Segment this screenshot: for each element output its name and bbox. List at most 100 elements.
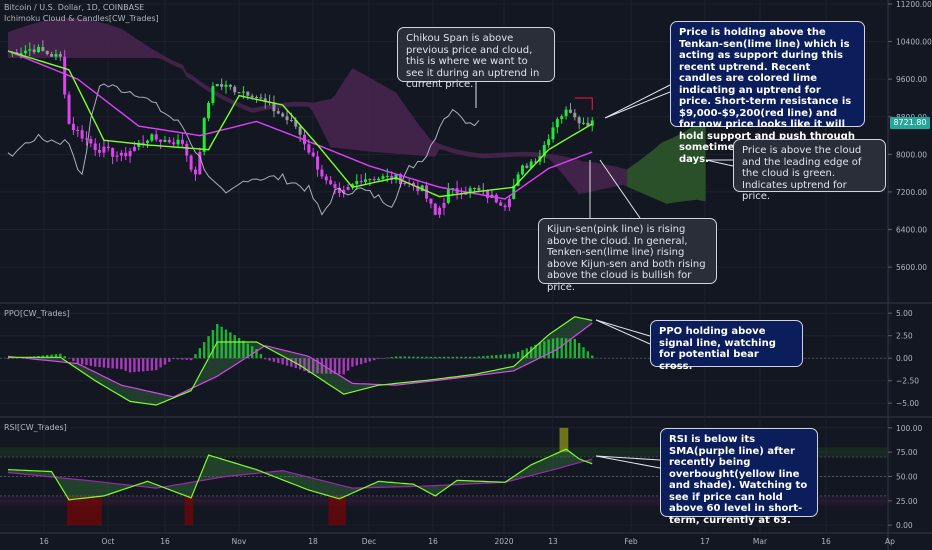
candle-body	[551, 127, 555, 140]
kijun-annotation[interactable]: Kijun-sen(pink line) is rising above the…	[538, 218, 717, 293]
candle-body	[555, 119, 559, 128]
ppo-histogram-bar	[54, 354, 58, 359]
ppo-histogram-bar	[320, 358, 324, 374]
overbought-shade	[563, 427, 569, 453]
ppo-histogram-bar	[429, 356, 433, 359]
tenkan-sen-line	[7, 50, 593, 198]
candle-body	[499, 202, 503, 206]
ppo-histogram-bar	[543, 341, 546, 359]
ppo-histogram-bar	[582, 347, 585, 359]
x-tick-label: 2020	[494, 537, 513, 546]
candle-body	[385, 175, 389, 177]
oversold-shade	[332, 495, 338, 526]
candle-body	[220, 84, 224, 87]
oversold-shade	[79, 495, 85, 526]
ppo-signal-line	[7, 322, 593, 398]
ppo-histogram-bar	[368, 358, 372, 362]
ppo-histogram-bar	[303, 358, 306, 372]
candle-body	[577, 117, 581, 124]
candle-body	[464, 193, 468, 195]
callout-line	[595, 455, 661, 469]
ppo-histogram-bar	[128, 358, 132, 373]
candle-body	[141, 142, 145, 144]
candle-body	[307, 144, 311, 153]
bear-cloud	[8, 18, 628, 195]
ppo-histogram-bar	[434, 356, 437, 359]
x-tick-label: 16	[428, 537, 438, 546]
candle-body	[111, 148, 115, 157]
candle-body	[411, 182, 415, 187]
candle-body	[63, 56, 67, 95]
y-tick-label: 9600.00	[896, 75, 927, 84]
oversold-shade	[88, 495, 94, 526]
ppo-histogram-bar	[203, 342, 206, 359]
candle-body	[45, 51, 49, 55]
ppo-histogram-bar	[246, 343, 249, 359]
y-tick-label: 8000.00	[896, 150, 927, 159]
ppo-annotation[interactable]: PPO holding above signal line, watching …	[650, 320, 803, 372]
rsi-annotation[interactable]: RSI is below its SMA(purple line) after …	[660, 428, 818, 526]
candle-body	[211, 86, 215, 103]
candle-body	[150, 134, 154, 141]
candle-body	[425, 185, 429, 199]
candle-body	[172, 142, 176, 145]
ppo-histogram-bar	[168, 358, 171, 362]
candle-body	[19, 53, 23, 56]
ppo-histogram-bar	[473, 356, 476, 359]
ppo-histogram-bar	[377, 358, 380, 359]
candle-body	[416, 186, 420, 192]
ppo-histogram-bar	[495, 355, 498, 359]
candle-body	[255, 97, 259, 99]
ppo-histogram-bar	[224, 329, 228, 359]
oversold-shade	[97, 495, 102, 526]
ppo-histogram-bar	[111, 358, 114, 369]
ppo-histogram-bar	[268, 358, 271, 361]
bull-cloud	[627, 117, 706, 204]
ppo-histogram-bar	[290, 358, 293, 367]
y-tick-label: 25.00	[896, 497, 918, 506]
y-tick-label: 0.00	[896, 354, 913, 363]
ppo-histogram-bar	[264, 358, 267, 360]
candle-body	[137, 142, 141, 147]
candle-body	[568, 109, 572, 113]
ppo-histogram-bar	[342, 358, 345, 375]
ppo-histogram-bar	[59, 353, 62, 359]
ppo-histogram-bar	[394, 356, 398, 359]
candle-body	[547, 139, 551, 146]
rsi-shading	[0, 427, 888, 526]
oversold-shade	[184, 495, 189, 526]
x-tick-label: Ap	[885, 537, 895, 546]
candle-body	[337, 187, 341, 194]
ppo-histogram-bar	[351, 358, 354, 367]
candle-body	[263, 98, 267, 102]
ppo-histogram-bar	[176, 358, 180, 360]
candle-body	[163, 139, 167, 142]
candle-body	[529, 161, 533, 168]
x-tick-label: 13	[548, 537, 558, 546]
candle-body	[329, 180, 333, 185]
chikou-annotation[interactable]: Chikou Span is above previous price and …	[397, 27, 555, 90]
candle-body	[534, 161, 538, 163]
rsi-line	[7, 448, 593, 501]
ppo-histogram-bar	[102, 358, 106, 368]
callout-lines	[475, 82, 734, 469]
ppo-histogram-bar	[412, 356, 415, 359]
ppo-histogram-bar	[198, 348, 202, 359]
oversold-shade	[188, 495, 194, 526]
rsi-band	[8, 449, 593, 500]
ppo-histogram-bar	[438, 356, 441, 359]
ppo-histogram-bar	[364, 358, 367, 363]
candle-body	[289, 120, 293, 122]
ppo-pane-title: PPO[CW_Trades]	[4, 309, 70, 318]
ppo-histogram-bar	[486, 355, 489, 359]
cloud-annotation[interactable]: Price is above the cloud and the leading…	[733, 139, 886, 202]
ppo-histogram-bar	[586, 351, 590, 359]
ppo-histogram-bar	[333, 358, 337, 375]
x-tick-label: Mar	[753, 537, 768, 546]
tenkan-annotation[interactable]: Price is holding above the Tenkan-sen(li…	[670, 21, 865, 165]
y-tick-label: 5.00	[896, 309, 913, 318]
ppo-histogram-bar	[468, 356, 472, 359]
ppo-histogram-bar	[281, 358, 284, 365]
ppo-histogram-bar	[94, 358, 97, 367]
